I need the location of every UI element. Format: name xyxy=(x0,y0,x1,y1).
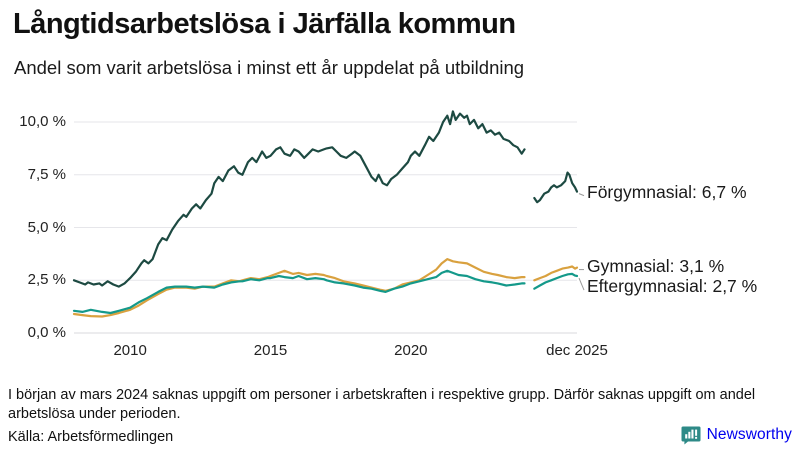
series-line-gymnasial xyxy=(72,258,526,318)
x-axis-tick: 2020 xyxy=(394,342,428,359)
y-axis-tick: 0,0 % xyxy=(27,324,66,341)
x-axis-tick: 2010 xyxy=(113,342,147,359)
y-axis-tick: 2,5 % xyxy=(27,271,66,289)
page-title: Långtidsarbetslösa i Järfälla kommun xyxy=(13,8,516,40)
x-axis-tick: 2015 xyxy=(253,342,288,359)
y-axis-tick: 10,0 % xyxy=(19,113,66,130)
label-connector xyxy=(578,193,585,197)
label-connector xyxy=(578,277,585,291)
series-end-label-gymnasial: Gymnasial: 3,1 % xyxy=(587,255,725,276)
series-line-eftergymnasial xyxy=(533,272,579,290)
series-line-förgymnasial xyxy=(72,110,526,288)
series-line-eftergymnasial xyxy=(72,269,526,315)
series-end-label-förgymnasial: Förgymnasial: 6,7 % xyxy=(587,181,747,202)
y-axis-tick: 5,0 % xyxy=(27,218,66,236)
series-line-gymnasial xyxy=(533,265,579,282)
series-line-förgymnasial xyxy=(533,171,579,204)
newsworthy-brand-link[interactable]: Newsworthy xyxy=(681,425,792,445)
page-subtitle: Andel som varit arbetslösa i minst ett å… xyxy=(14,57,525,78)
x-axis-tick: dec 2025 xyxy=(546,342,608,359)
chart-footnote: I början av mars 2024 saknas uppgift om … xyxy=(8,387,756,423)
source-label: Källa: Arbetsförmedlingen xyxy=(8,429,174,445)
newsworthy-brand-label: Newsworthy xyxy=(706,426,792,443)
newsworthy-icon xyxy=(681,425,701,445)
series-end-label-eftergymnasial: Eftergymnasial: 2,7 % xyxy=(587,276,758,297)
y-axis-tick: 7,5 % xyxy=(27,165,66,183)
